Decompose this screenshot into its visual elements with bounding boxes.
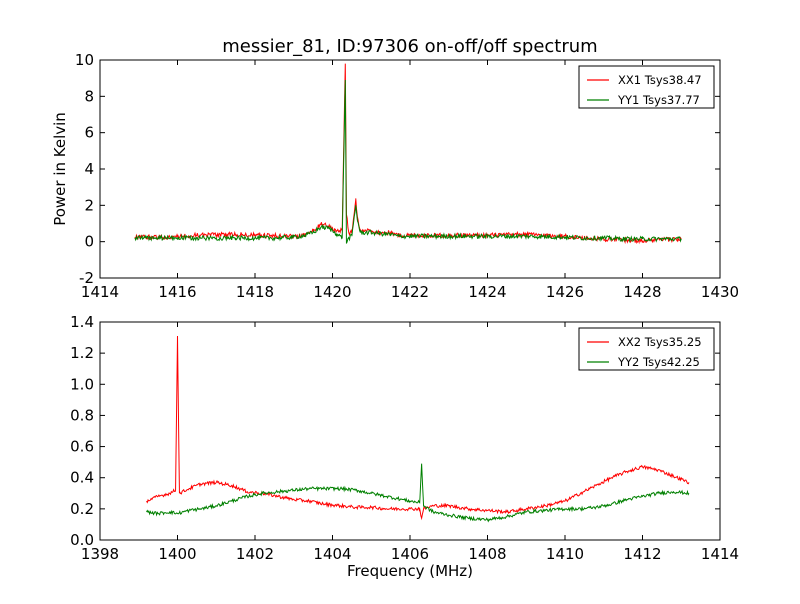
- y-tick-label: 8: [84, 87, 94, 105]
- y-tick-label: 1.0: [70, 375, 94, 393]
- y-tick-label: -2: [79, 269, 94, 287]
- series-line-xx-panel-1: [146, 336, 690, 521]
- x-tick-label: 1404: [313, 545, 351, 563]
- x-tick-label: 1410: [546, 545, 584, 563]
- y-tick-label: 10: [75, 51, 94, 69]
- x-tick-label: 1414: [81, 283, 119, 301]
- y-tick-label: 0.6: [70, 438, 94, 456]
- legend: XX1 Tsys38.47 YY1 Tsys37.77: [578, 65, 715, 109]
- x-tick-label: 1426: [546, 283, 584, 301]
- x-tick-label: 1400: [158, 545, 196, 563]
- series-line-yy-panel-0: [134, 79, 682, 244]
- x-tick-label: 1418: [236, 283, 274, 301]
- x-tick-label: 1408: [468, 545, 506, 563]
- bottom-spectrum-panel: 1398 1400 1402 1404 1406 1408 1410 1412 1414 0.0 0…: [70, 313, 739, 580]
- y-tick-label: 0.8: [70, 406, 94, 424]
- x-tick-label: 1402: [236, 545, 274, 563]
- y-tick-label: 1.4: [70, 313, 94, 331]
- legend: XX2 Tsys35.25 YY2 Tsys42.25: [578, 327, 715, 371]
- y-axis-label: Power in Kelvin: [51, 112, 69, 226]
- y-tick-label: 0.4: [70, 469, 94, 487]
- x-tick-label: 1428: [623, 283, 661, 301]
- legend-label: XX2 Tsys35.25: [618, 335, 702, 349]
- y-tick-label: 2: [84, 196, 94, 214]
- x-tick-label: 1412: [623, 545, 661, 563]
- top-spectrum-panel: 1414 1416 1418 1420 1422 1424 1426 1428 1430 -2 0 2…: [51, 51, 739, 301]
- series-line-yy-panel-1: [146, 463, 690, 523]
- y-tick-label: 0.0: [70, 531, 94, 549]
- x-tick-label: 1420: [313, 283, 351, 301]
- legend-label: XX1 Tsys38.47: [618, 73, 702, 87]
- x-tick-label: 1422: [391, 283, 429, 301]
- x-tick-label: 1398: [81, 545, 119, 563]
- legend-label: YY1 Tsys37.77: [617, 93, 700, 107]
- legend-box: [578, 327, 715, 371]
- x-tick-label: 1414: [701, 545, 739, 563]
- y-tick-label: 6: [84, 124, 94, 142]
- legend-box: [578, 65, 715, 109]
- y-tick-label: 0: [84, 233, 94, 251]
- x-tick-label: 1424: [468, 283, 506, 301]
- y-tick-label: 0.2: [70, 500, 94, 518]
- x-tick-label: 1416: [158, 283, 196, 301]
- x-axis-label: Frequency (MHz): [347, 562, 473, 580]
- x-tick-label: 1406: [391, 545, 429, 563]
- legend-label: YY2 Tsys42.25: [617, 355, 700, 369]
- y-tick-label: 4: [84, 160, 94, 178]
- figure-title: messier_81, ID:97306 on-off/off spectrum: [222, 36, 597, 57]
- x-tick-label: 1430: [701, 283, 739, 301]
- y-tick-label: 1.2: [70, 344, 94, 362]
